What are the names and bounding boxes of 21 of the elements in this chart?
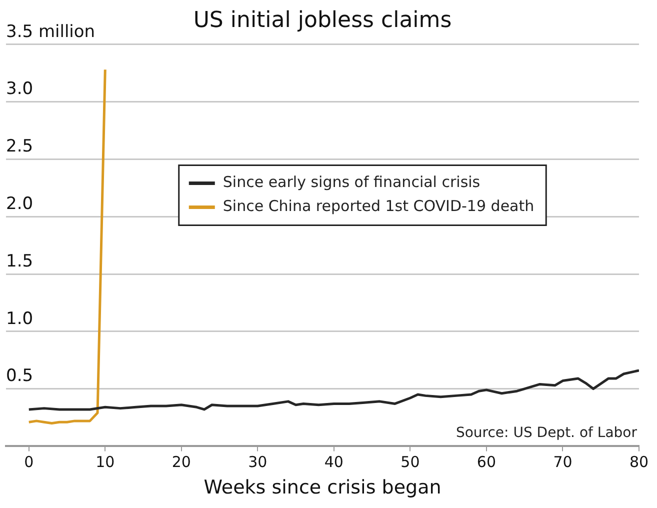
x-tick-label: 70 (553, 453, 572, 472)
x-tick-label: 20 (172, 453, 191, 472)
x-tick-label: 10 (96, 453, 115, 472)
chart-title: US initial jobless claims (193, 8, 452, 33)
y-tick-label: 1.0 (6, 308, 34, 329)
y-tick-label: 1.5 (6, 251, 34, 272)
y-tick-label: 0.5 (6, 366, 34, 386)
annotation: Source: US Dept. of Labor (456, 424, 638, 441)
x-tick-label: 30 (248, 453, 268, 472)
y-tick-label: 2.0 (6, 194, 34, 214)
x-tick-label: 80 (629, 453, 649, 472)
legend-label: Since China reported 1st COVID-19 death (222, 197, 534, 216)
legend-label: Since early signs of financial crisis (222, 173, 480, 192)
x-axis-title: Weeks since crisis began (204, 476, 442, 499)
x-tick-label: 60 (476, 453, 496, 472)
y-tick-label: 3.5 million (6, 22, 96, 42)
y-tick-label: 3.0 (6, 79, 34, 100)
x-tick-label: 40 (324, 453, 344, 472)
x-tick-label: 50 (400, 453, 420, 472)
y-tick-label: 2.5 (6, 136, 34, 157)
x-tick-label: 0 (24, 453, 34, 472)
